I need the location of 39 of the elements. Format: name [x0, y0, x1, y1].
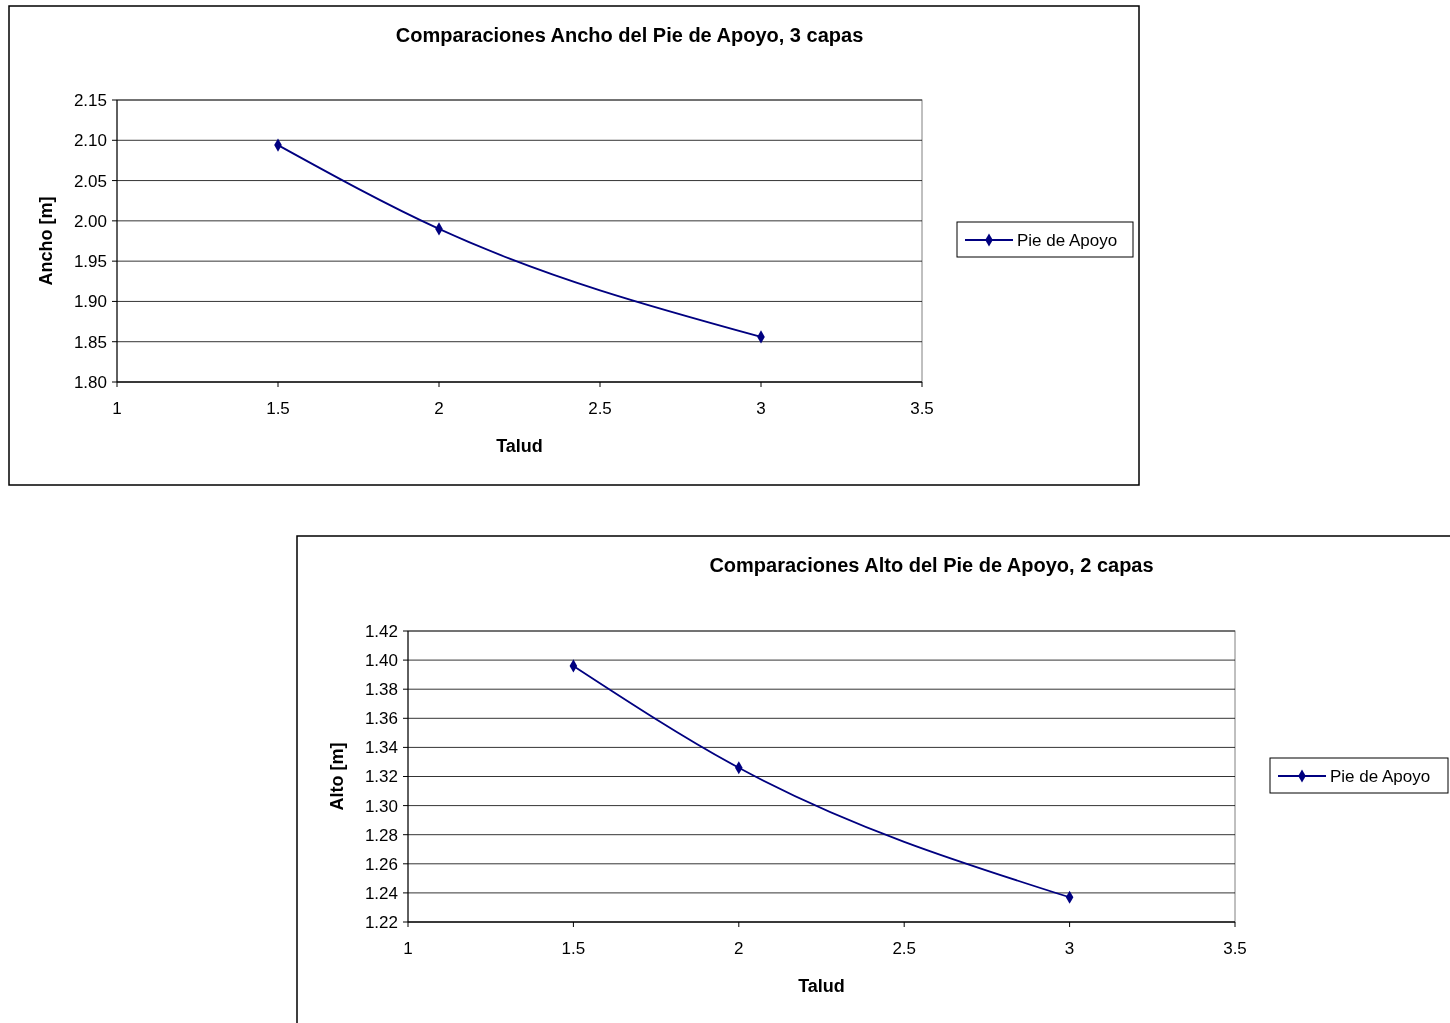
- x-axis-title: Talud: [798, 976, 845, 996]
- x-tick-label: 2.5: [588, 399, 612, 418]
- y-tick-label: 2.15: [73, 90, 107, 110]
- y-tick-label: 1.95: [73, 252, 107, 272]
- y-tick-label: 1.90: [73, 292, 107, 312]
- x-tick-label: 3: [756, 399, 766, 418]
- y-tick-label: 1.85: [73, 332, 107, 352]
- x-tick-label: 1: [112, 399, 122, 418]
- y-tick-label: 2.05: [73, 171, 107, 191]
- y-tick-label: 1.38: [364, 680, 398, 700]
- y-tick-label: 1.36: [364, 709, 398, 729]
- y-tick-label: 1.34: [364, 738, 398, 758]
- y-tick-label: 1.40: [364, 651, 398, 671]
- y-tick-label: 1.32: [364, 767, 398, 787]
- y-tick-label: 1.30: [364, 796, 398, 816]
- y-tick-label: 2.10: [73, 131, 107, 151]
- x-tick-label: 2: [434, 399, 444, 418]
- x-tick-label: 1.5: [266, 399, 290, 418]
- y-tick-label: 1.28: [364, 825, 398, 845]
- y-tick-label: 1.24: [364, 883, 398, 903]
- chart-title: Comparaciones Alto del Pie de Apoyo, 2 capas: [709, 554, 1154, 576]
- x-tick-label: 3: [1064, 939, 1075, 958]
- y-tick-label: 1.26: [364, 854, 398, 874]
- x-axis-title: Talud: [496, 436, 543, 456]
- y-tick-label: 1.22: [364, 912, 398, 932]
- y-tick-label: 1.42: [364, 621, 398, 641]
- x-tick-label: 3.5: [1223, 939, 1247, 958]
- y-axis-title: Alto [m]: [327, 742, 347, 811]
- x-tick-label: 2.5: [892, 939, 917, 958]
- x-tick-label: 1: [403, 939, 413, 958]
- y-tick-label: 1.80: [73, 372, 107, 392]
- x-tick-label: 1.5: [561, 939, 586, 958]
- x-tick-label: 3.5: [910, 399, 934, 418]
- chart-title: Comparaciones Ancho del Pie de Apoyo, 3 capas: [395, 24, 864, 46]
- legend-label: Pie de Apoyo: [1330, 766, 1431, 786]
- y-tick-label: 2.00: [73, 211, 107, 231]
- x-tick-label: 2: [734, 939, 744, 958]
- legend-label: Pie de Apoyo: [1017, 230, 1118, 250]
- y-axis-title: Ancho [m]: [36, 196, 56, 286]
